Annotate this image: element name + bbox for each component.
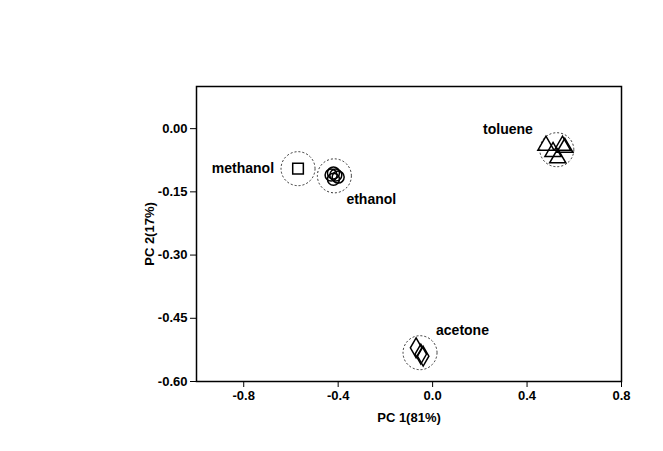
svg-text:toluene: toluene <box>483 121 533 137</box>
svg-text:acetone: acetone <box>436 322 489 338</box>
svg-text:-0.8: -0.8 <box>233 388 255 403</box>
svg-text:-0.4: -0.4 <box>327 388 350 403</box>
svg-text:-0.45: -0.45 <box>158 310 188 325</box>
svg-text:-0.60: -0.60 <box>158 374 188 389</box>
svg-text:PC 1(81%): PC 1(81%) <box>377 410 441 425</box>
svg-text:-0.30: -0.30 <box>158 247 188 262</box>
svg-text:0.8: 0.8 <box>612 388 630 403</box>
svg-text:0.00: 0.00 <box>162 121 187 136</box>
svg-text:-0.15: -0.15 <box>158 184 188 199</box>
svg-text:ethanol: ethanol <box>346 191 396 207</box>
svg-text:0.0: 0.0 <box>424 388 442 403</box>
svg-text:methanol: methanol <box>212 160 274 176</box>
svg-text:0.4: 0.4 <box>518 388 537 403</box>
svg-text:PC 2(17%): PC 2(17%) <box>142 202 157 266</box>
